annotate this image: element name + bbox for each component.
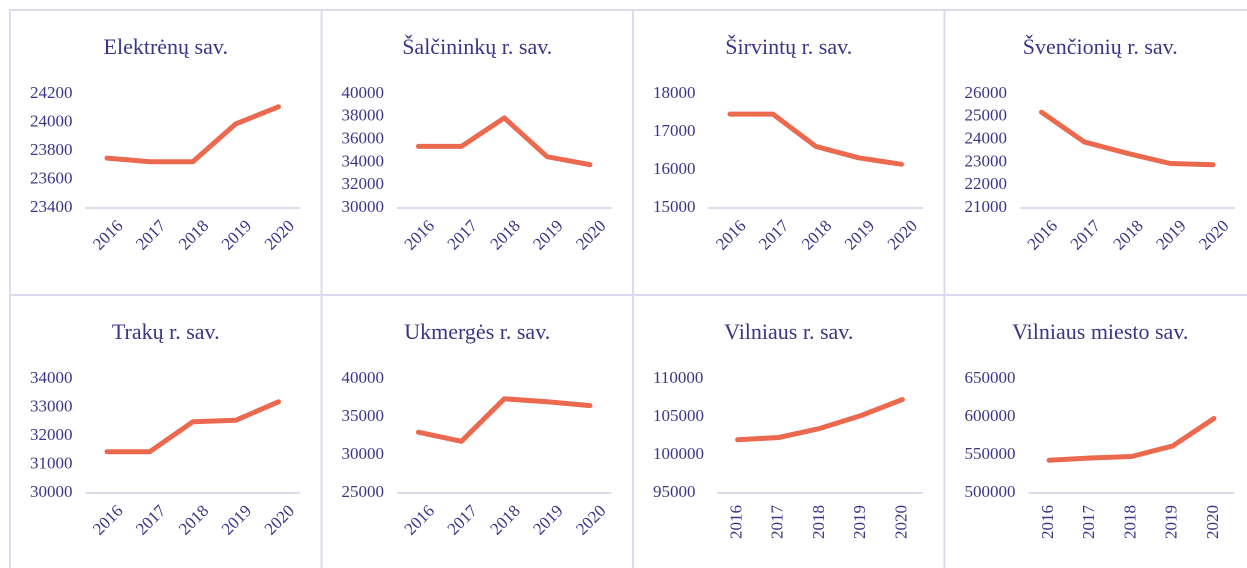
y-tick-label: 500000: [965, 482, 1016, 501]
x-tick-label: 2018: [486, 501, 523, 538]
x-tick-label: 2017: [132, 216, 170, 254]
y-tick-label: 22000: [965, 174, 1008, 193]
x-tick-label: 2019: [1162, 505, 1181, 539]
y-tick-label: 30000: [342, 197, 385, 216]
y-tick-label: 40000: [342, 83, 385, 102]
y-tick-label: 36000: [342, 129, 385, 148]
x-tick-label: 2018: [798, 216, 835, 253]
y-tick-label: 34000: [30, 368, 73, 387]
x-tick-label: 2020: [261, 501, 298, 538]
data-line: [415, 115, 593, 168]
y-tick-label: 18000: [653, 83, 696, 102]
y-tick-label: 21000: [965, 197, 1008, 216]
chart-title: Elektrėnų sav.: [104, 34, 228, 59]
y-tick-label: 95000: [653, 482, 696, 501]
y-tick-label: 23000: [965, 151, 1008, 170]
x-tick-label: 2016: [727, 505, 746, 539]
x-tick-label: 2017: [1066, 216, 1104, 254]
x-tick-label: 2018: [809, 505, 828, 539]
data-line: [1046, 416, 1217, 463]
x-tick-label: 2019: [218, 216, 255, 253]
y-tick-label: 30000: [30, 482, 73, 501]
data-line: [1039, 109, 1216, 168]
data-line: [735, 397, 905, 443]
x-tick-label: 2018: [175, 216, 212, 253]
x-tick-label: 2016: [1024, 216, 1061, 253]
x-tick-label: 2018: [486, 216, 523, 253]
x-tick-label: 2019: [218, 501, 255, 538]
x-tick-label: 2019: [529, 216, 566, 253]
data-line: [104, 399, 281, 455]
chart-title: Ukmergės r. sav.: [404, 319, 550, 344]
data-line: [727, 111, 904, 167]
y-tick-label: 25000: [342, 482, 385, 501]
x-tick-label: 2020: [261, 216, 298, 253]
y-tick-label: 35000: [342, 406, 385, 425]
x-tick-label: 2016: [712, 216, 749, 253]
x-tick-label: 2016: [89, 216, 126, 253]
y-tick-label: 550000: [965, 444, 1016, 463]
x-tick-label: 2018: [175, 501, 212, 538]
x-tick-label: 2017: [1079, 505, 1098, 540]
y-tick-label: 23800: [30, 140, 73, 159]
chart-title: Švenčionių r. sav.: [1023, 34, 1178, 59]
y-tick-label: 26000: [965, 83, 1008, 102]
y-tick-label: 38000: [342, 106, 385, 125]
y-tick-label: 17000: [653, 121, 696, 140]
x-tick-label: 2016: [401, 216, 438, 253]
y-tick-label: 40000: [342, 368, 385, 387]
y-tick-label: 32000: [30, 425, 73, 444]
x-tick-label: 2019: [841, 216, 878, 253]
x-tick-label: 2018: [1109, 216, 1146, 253]
y-tick-label: 16000: [653, 159, 696, 178]
y-tick-label: 100000: [653, 444, 704, 463]
chart-title: Vilniaus miesto sav.: [1012, 319, 1188, 344]
x-tick-label: 2017: [443, 501, 481, 539]
x-tick-label: 2016: [1038, 505, 1057, 539]
x-tick-label: 2018: [1120, 505, 1139, 539]
data-line: [104, 104, 281, 165]
x-tick-label: 2020: [884, 216, 921, 253]
y-tick-label: 24000: [30, 111, 73, 130]
y-tick-label: 30000: [342, 444, 385, 463]
x-tick-label: 2017: [132, 501, 170, 539]
x-tick-label: 2017: [443, 216, 481, 254]
x-tick-label: 2020: [572, 501, 609, 538]
y-tick-label: 31000: [30, 453, 73, 472]
x-tick-label: 2019: [850, 505, 869, 539]
y-tick-label: 650000: [965, 368, 1016, 387]
x-tick-label: 2019: [529, 501, 566, 538]
x-tick-label: 2017: [755, 216, 793, 254]
chart-title: Trakų r. sav.: [112, 319, 220, 344]
y-tick-label: 34000: [342, 151, 385, 170]
y-tick-label: 32000: [342, 174, 385, 193]
data-line: [415, 396, 593, 444]
chart-title: Vilniaus r. sav.: [724, 319, 853, 344]
x-tick-label: 2020: [572, 216, 609, 253]
y-tick-label: 33000: [30, 396, 73, 415]
x-tick-label: 2020: [1195, 216, 1232, 253]
x-tick-label: 2016: [89, 501, 126, 538]
panel: [943, 294, 1247, 568]
x-tick-label: 2016: [401, 501, 438, 538]
x-tick-label: 2020: [891, 505, 910, 539]
x-tick-label: 2020: [1203, 505, 1222, 539]
x-tick-label: 2017: [768, 505, 787, 540]
chart-title: Šalčininkų r. sav.: [402, 34, 552, 59]
y-tick-label: 105000: [653, 406, 704, 425]
y-tick-label: 23600: [30, 168, 73, 187]
chart-title: Širvintų r. sav.: [725, 34, 852, 59]
y-tick-label: 24200: [30, 83, 73, 102]
y-tick-label: 110000: [653, 368, 703, 387]
y-tick-label: 600000: [965, 406, 1016, 425]
y-tick-label: 24000: [965, 129, 1008, 148]
y-tick-label: 25000: [965, 106, 1008, 125]
y-tick-label: 15000: [653, 197, 696, 216]
y-tick-label: 23400: [30, 197, 73, 216]
x-tick-label: 2019: [1152, 216, 1189, 253]
